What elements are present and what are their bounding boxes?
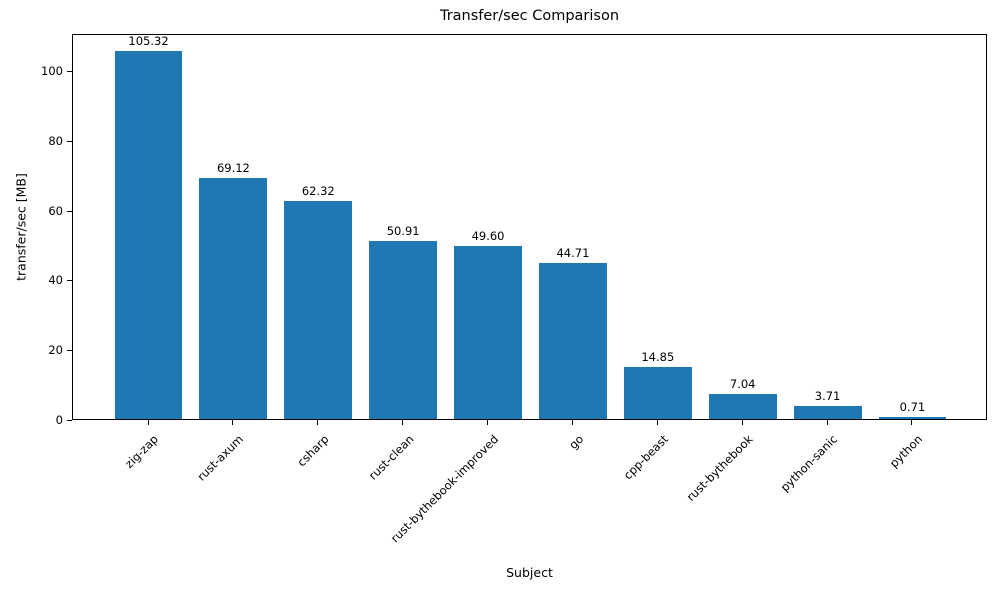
bar-cpp-beast [623,367,692,419]
y-tick-mark-40 [67,280,72,282]
y-tick-label-20: 20 [48,343,63,358]
x-tick-mark-cpp-beast [656,420,658,425]
x-tick-mark-python-sanic [826,420,828,425]
x-tick-label-go: go [565,432,586,453]
x-tick-label-rust-clean: rust-clean [365,432,417,483]
x-tick-label-python: python [887,432,926,471]
x-tick-label-zig-zap: zig-zap [122,432,162,471]
x-axis-label: Subject [506,565,553,580]
bar-value-label-rust-clean: 50.91 [386,224,420,239]
y-tick-mark-20 [67,350,72,352]
y-tick-label-100: 100 [41,63,63,78]
bar-rust-axum [199,177,268,419]
bar-python [878,416,947,419]
bar-go [538,262,607,419]
bar-value-label-rust-bythebook: 7.04 [729,377,756,392]
bar-rust-clean [369,241,438,419]
x-tick-label-rust-axum: rust-axum [194,432,247,484]
x-tick-mark-rust-bythebook-improved [487,420,489,425]
bar-value-label-rust-axum: 69.12 [216,160,250,175]
y-tick-label-60: 60 [48,203,63,218]
bar-value-label-cpp-beast: 14.85 [641,350,675,365]
x-tick-label-rust-bythebook: rust-bythebook [683,432,756,504]
bar-value-label-csharp: 62.32 [301,184,335,199]
x-tick-mark-rust-bythebook [741,420,743,425]
bar-rust-bythebook-improved [454,245,522,419]
bar-zig-zap [114,51,183,419]
bar-value-label-python-sanic: 3.71 [814,389,841,404]
bar-python-sanic [793,406,862,419]
x-tick-mark-rust-axum [232,420,234,425]
bar-rust-bythebook [708,394,777,419]
y-axis-label: transfer/sec [MB] [13,173,29,281]
y-tick-mark-0 [67,420,72,421]
x-tick-mark-zig-zap [147,420,149,425]
y-tick-mark-80 [67,140,72,142]
y-tick-label-0: 0 [55,413,63,427]
chart-title: Transfer/sec Comparison [439,8,620,24]
x-tick-label-python-sanic: python-sanic [778,432,841,495]
x-tick-mark-python [911,420,913,425]
plot-area: 105.32 69.12 62.32 50.91 49.60 44.71 14.85 7.04… [72,34,987,420]
bar-value-label-python: 0.71 [899,399,926,414]
x-tick-mark-rust-clean [402,420,404,425]
bar-value-label-go: 44.71 [556,245,590,260]
x-tick-label-csharp: csharp [293,432,332,470]
y-tick-mark-100 [67,70,72,72]
y-tick-mark-60 [67,210,72,212]
bars-container: 105.32 69.12 62.32 50.91 49.60 44.71 14.85 7.04… [73,34,986,419]
x-tick-label-cpp-beast: cpp-beast [620,432,671,483]
bar-csharp [284,201,353,419]
x-tick-mark-go [571,420,573,425]
x-tick-mark-csharp [317,420,319,425]
y-tick-label-40: 40 [48,273,63,288]
bar-value-label-rust-bythebook-improved: 49.60 [471,228,505,243]
bar-value-label-zig-zap: 105.32 [128,34,169,49]
y-tick-label-80: 80 [48,133,63,148]
